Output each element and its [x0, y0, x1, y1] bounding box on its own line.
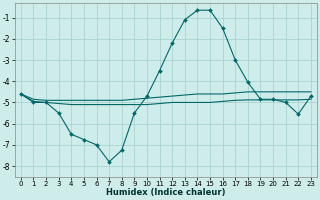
X-axis label: Humidex (Indice chaleur): Humidex (Indice chaleur) [106, 188, 226, 197]
